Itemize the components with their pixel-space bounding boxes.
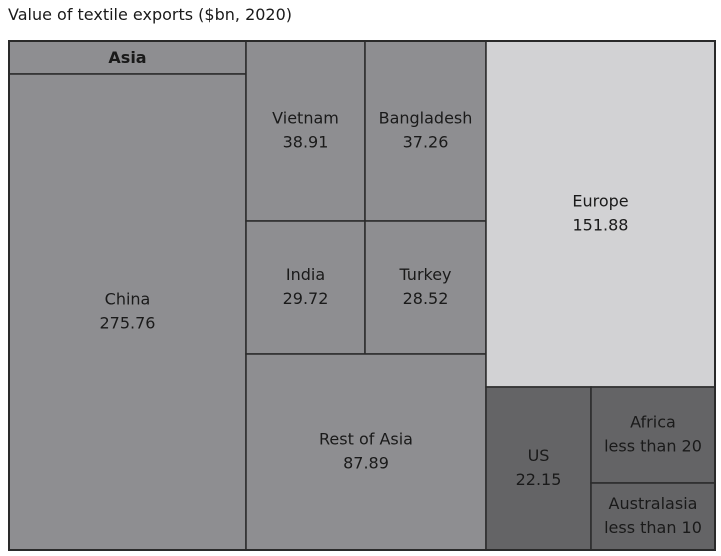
cell-africa <box>590 386 716 484</box>
cell-name-rest-of-asia: Rest of Asia <box>319 430 413 449</box>
cell-value-rest-of-asia: 87.89 <box>343 454 389 473</box>
cell-name-india: India <box>286 265 325 284</box>
cell-name-us: US <box>528 446 550 465</box>
cell-rest-of-asia <box>245 353 487 551</box>
treemap-frame <box>8 40 716 551</box>
cell-vietnam <box>245 40 366 222</box>
cell-bangladesh <box>364 40 487 222</box>
cell-value-china: 275.76 <box>100 314 156 333</box>
cell-value-india: 29.72 <box>283 289 329 308</box>
cell-name-africa: Africa <box>630 413 676 432</box>
cell-value-turkey: 28.52 <box>403 289 449 308</box>
cell-turkey <box>364 220 487 355</box>
cell-india <box>245 220 366 355</box>
cell-value-bangladesh: 37.26 <box>403 133 449 152</box>
chart-title: Value of textile exports ($bn, 2020) <box>8 5 293 24</box>
cell-china <box>8 73 247 551</box>
cell-name-europe: Europe <box>572 192 628 211</box>
cell-name-turkey: Turkey <box>398 265 451 284</box>
cell-value-australasia: less than 10 <box>604 518 702 537</box>
group-label-asia: Asia <box>108 48 146 67</box>
cell-value-us: 22.15 <box>516 470 562 489</box>
cell-value-africa: less than 20 <box>604 437 702 456</box>
cell-value-europe: 151.88 <box>573 216 629 235</box>
cell-europe <box>485 40 716 388</box>
cell-name-china: China <box>105 290 151 309</box>
cell-us <box>485 386 592 551</box>
cell-name-vietnam: Vietnam <box>272 109 339 128</box>
cell-name-bangladesh: Bangladesh <box>379 109 473 128</box>
cell-value-vietnam: 38.91 <box>283 133 329 152</box>
cell-name-australasia: Australasia <box>609 494 698 513</box>
